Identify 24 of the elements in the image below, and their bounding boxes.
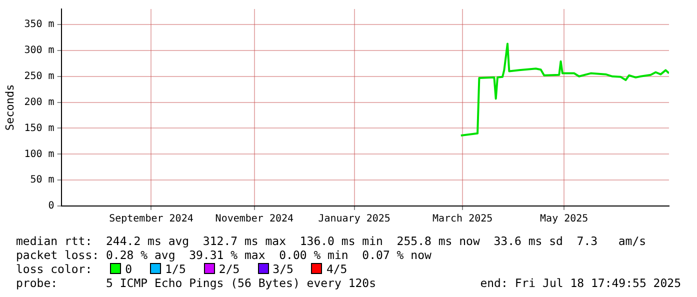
y-tick-label: 50 m [30,174,54,186]
text: 3/5 [272,262,294,276]
text: 4/5 [326,262,348,276]
text: 0 [125,262,132,276]
text: loss color: [16,262,92,276]
x-tick-label: May 2025 [540,214,588,225]
y-tick-label: 150 m [24,122,54,134]
x-tick-label: November 2024 [215,214,294,225]
x-tick-label: January 2025 [318,214,390,225]
y-axis-title: Seconds [3,84,16,131]
y-tick-label: 300 m [24,45,54,56]
y-tick-label: 200 m [24,96,54,108]
x-tick-label: September 2024 [109,214,194,225]
y-tick-label: 250 m [24,70,54,82]
text: packet loss: 0.28 % avg 39.31 % max 0.00 % min 0.07 % now [16,248,432,262]
y-tick-label: 350 m [24,19,54,30]
y-tick-label: 0 [48,200,54,212]
y-tick-label: 100 m [24,148,54,160]
text: 2/5 [218,262,240,276]
x-tick-label: March 2025 [432,214,493,225]
text: end: Fri Jul 18 17:49:55 2025 [480,276,681,290]
text: 1/5 [165,262,186,276]
text: probe: 5 ICMP Echo Pings (56 Bytes) every 120s [16,276,376,290]
text: median rtt: 244.2 ms avg 312.7 ms max 136.0 ms min 255.8 ms now 33.6 ms sd 7.3 am/s [16,234,646,248]
